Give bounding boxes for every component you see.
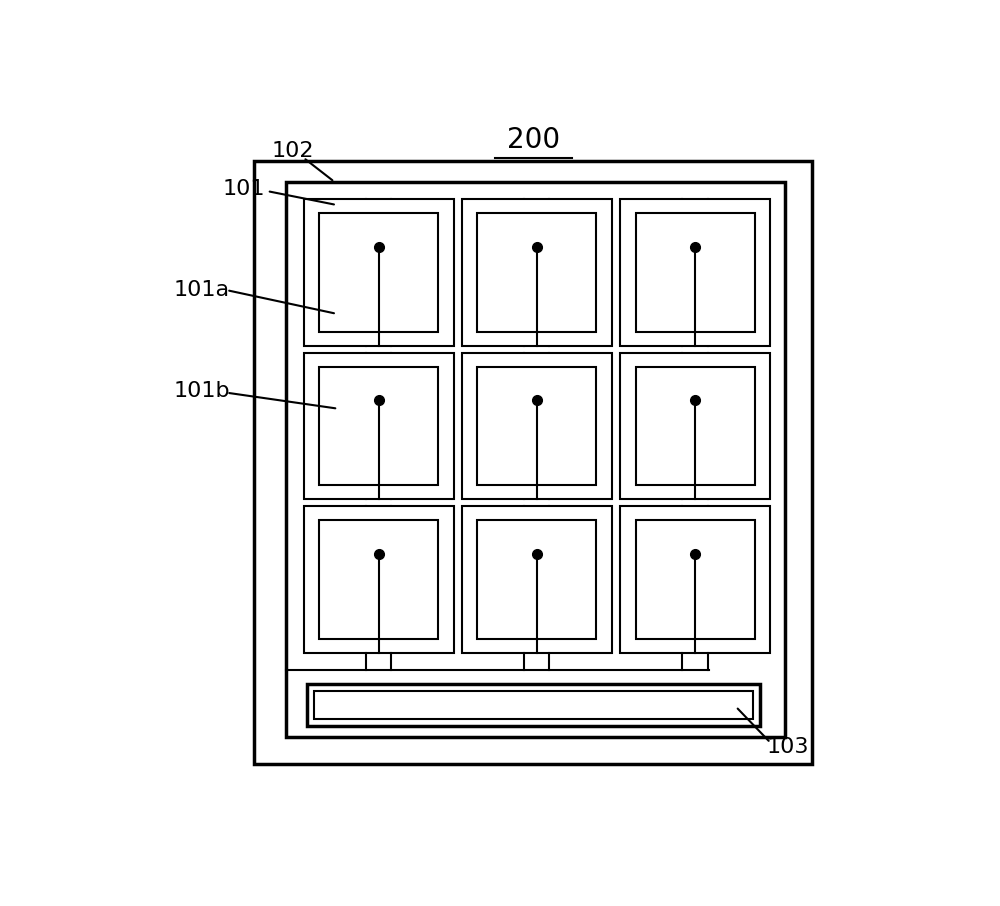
Text: 102: 102	[271, 140, 314, 160]
Bar	[620, 506, 770, 653]
Bar	[636, 520, 755, 639]
Bar	[319, 213, 438, 332]
Bar	[286, 182, 785, 737]
Bar	[314, 691, 753, 719]
Bar	[636, 213, 755, 332]
Bar	[620, 353, 770, 499]
Bar	[304, 506, 454, 653]
Bar	[462, 199, 612, 346]
Bar	[620, 199, 770, 346]
Bar	[319, 367, 438, 486]
Bar	[477, 367, 596, 486]
Text: 103: 103	[767, 737, 809, 757]
Bar	[477, 520, 596, 639]
Bar	[462, 353, 612, 499]
Bar	[304, 199, 454, 346]
Bar	[636, 367, 755, 486]
Bar	[319, 520, 438, 639]
Bar	[304, 353, 454, 499]
Text: 200: 200	[507, 126, 560, 154]
Bar	[462, 506, 612, 653]
Bar	[477, 213, 596, 332]
Text: 101b: 101b	[174, 381, 230, 401]
Bar	[307, 684, 760, 726]
Bar	[254, 161, 812, 765]
Text: 101: 101	[223, 179, 265, 199]
Text: 101a: 101a	[174, 280, 230, 300]
